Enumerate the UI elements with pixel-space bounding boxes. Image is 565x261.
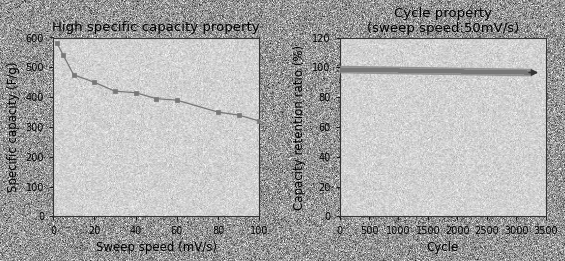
X-axis label: Cycle: Cycle xyxy=(427,241,459,254)
Title: Cycle property
(sweep speed:50mV/s): Cycle property (sweep speed:50mV/s) xyxy=(367,7,519,35)
X-axis label: Sweep speed (mV/s): Sweep speed (mV/s) xyxy=(95,241,216,254)
Title: High specific capacity property: High specific capacity property xyxy=(53,21,260,34)
Y-axis label: Capacity retention ratio (%): Capacity retention ratio (%) xyxy=(293,44,306,210)
Y-axis label: Specific capacity (F/g): Specific capacity (F/g) xyxy=(7,62,20,192)
